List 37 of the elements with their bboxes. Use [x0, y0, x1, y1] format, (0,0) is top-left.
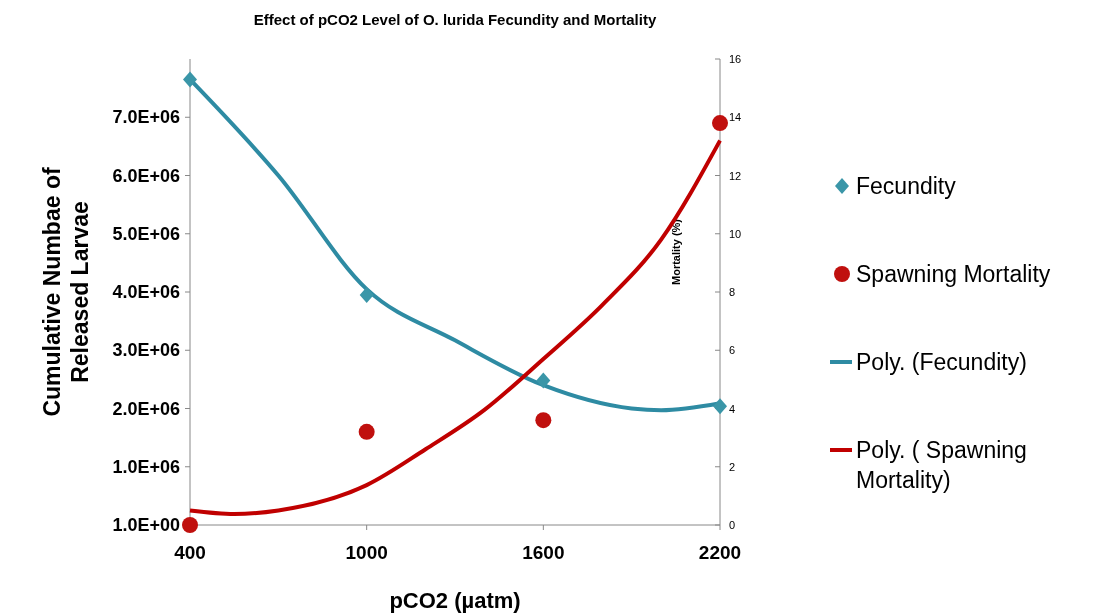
legend-label: Poly. ( Spawning Mortality)	[856, 437, 1027, 493]
y2-tick-label: 10	[729, 227, 742, 240]
point	[183, 71, 197, 88]
x-axis-title: pCO2 (µatm)	[389, 588, 521, 613]
x-tick-label: 1600	[522, 542, 565, 563]
y2-tick-label: 12	[729, 169, 742, 182]
y2-tick-label: 4	[729, 402, 736, 415]
y-tick-label: 3.0E+06	[112, 340, 180, 361]
x-tick-label: 1000	[345, 542, 388, 563]
y-axis-title: Cumulative Numbae of Released Larvae	[39, 167, 93, 417]
point	[535, 412, 552, 429]
x-tick-label: 400	[174, 542, 206, 563]
point	[358, 423, 375, 440]
chart-title: Effect of pCO2 Level of O. lurida Fecundity and Mortality	[253, 11, 657, 28]
x-tick-label: 2200	[698, 542, 742, 563]
y-tick-label: 7.0E+06	[112, 107, 180, 128]
y2-tick-label: 2	[729, 460, 736, 473]
point	[713, 398, 727, 415]
y2-tick-label: 14	[729, 111, 742, 124]
point	[182, 517, 198, 533]
y-tick-label: 2.0E+06	[112, 398, 180, 419]
y2-tick-label: 16	[729, 53, 742, 65]
y2-tick-label: 0	[729, 519, 736, 531]
legend-label: Poly. (Fecundity)	[856, 349, 1027, 375]
y-tick-label: 6.0E+06	[112, 165, 180, 186]
y-tick-label: 5.0E+06	[112, 223, 180, 244]
y-tick-label: 4.0E+06	[112, 282, 180, 302]
point	[359, 286, 374, 303]
point	[536, 372, 551, 389]
y-tick-label: 1.0E+06	[112, 456, 180, 477]
legend-label: Spawning Mortality	[856, 261, 1051, 287]
line-series	[188, 138, 722, 516]
y-tick-label: 1.0E+00	[112, 515, 180, 535]
point	[712, 115, 728, 132]
legend-label: Fecundity	[856, 173, 957, 199]
y2-tick-label: 8	[729, 286, 736, 298]
y2-tick-label: 6	[729, 344, 736, 357]
